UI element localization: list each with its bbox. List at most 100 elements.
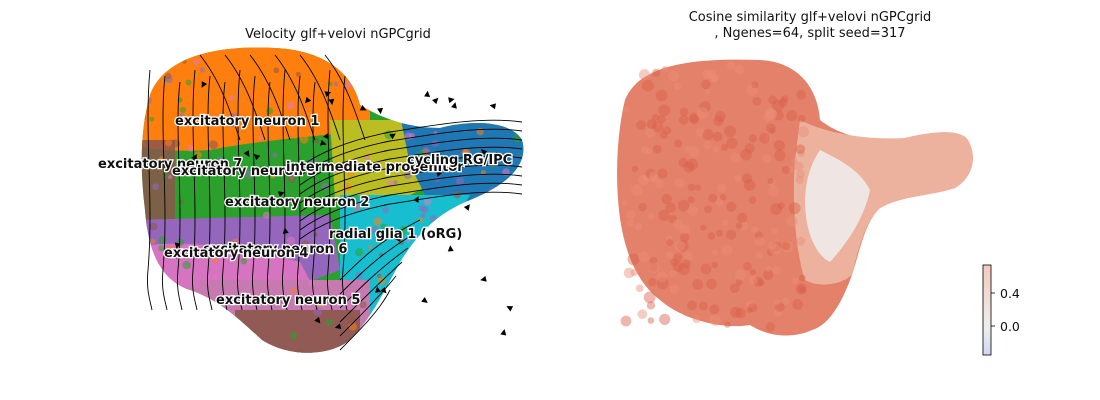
cell-dot <box>347 316 356 325</box>
cell-dot <box>179 106 187 113</box>
cell-dot <box>524 177 531 184</box>
cluster-region-cycling <box>400 115 524 205</box>
cell-dot <box>262 211 270 219</box>
cell-dot <box>727 61 736 70</box>
stream-arrow <box>201 81 208 88</box>
cell-dot <box>193 58 200 66</box>
cell-dot <box>687 300 697 311</box>
cell-dot <box>654 179 665 189</box>
stream-arrow <box>480 275 487 282</box>
cell-dot <box>352 203 361 212</box>
streamline <box>282 69 288 311</box>
cell-dot <box>786 110 798 122</box>
streamline <box>327 69 333 311</box>
cell-dot <box>752 96 762 106</box>
cell-dot <box>703 140 712 150</box>
cell-dot <box>424 73 432 81</box>
cell-dot <box>771 241 782 252</box>
cell-dot <box>699 101 711 113</box>
cell-dot <box>755 251 763 259</box>
cell-dot <box>350 194 360 204</box>
cell-dot <box>482 220 489 227</box>
cell-dot <box>769 127 776 134</box>
cell-dot <box>687 183 696 191</box>
cell-dot <box>700 263 712 275</box>
streamline <box>299 128 523 177</box>
cell-dot <box>642 79 654 92</box>
cell-dot <box>791 158 798 165</box>
cell-dot <box>428 50 435 56</box>
cell-dot <box>696 107 709 119</box>
cell-dot <box>710 73 720 82</box>
stream-arrow <box>424 90 431 97</box>
cell-dot <box>765 322 776 332</box>
cell-dot <box>768 185 780 197</box>
cell-dot <box>487 305 493 311</box>
cell-dot <box>661 193 672 205</box>
cell-dot <box>488 187 498 196</box>
streamline <box>299 173 523 222</box>
cell-dot <box>689 114 699 125</box>
cell-dot <box>371 345 377 351</box>
cell-dot <box>737 212 748 223</box>
stream-arrow <box>314 316 321 324</box>
cell-dot <box>709 314 721 326</box>
stream-arrow <box>448 97 455 104</box>
cell-dot <box>368 244 373 249</box>
streamline <box>342 75 348 311</box>
cell-dot <box>687 205 698 217</box>
cell-dot <box>652 144 662 154</box>
cell-dot <box>417 92 422 97</box>
cell-dot <box>708 193 718 203</box>
cluster-label-neuron-3: excitatory neuron 3 <box>172 164 316 179</box>
cell-dot <box>751 226 759 234</box>
cell-dot <box>662 126 672 135</box>
cell-dot <box>712 131 723 142</box>
cell-dot <box>788 202 801 215</box>
cell-dot <box>674 139 683 148</box>
cell-dot <box>735 307 746 319</box>
cell-dot <box>778 97 788 107</box>
cell-dot <box>225 348 234 353</box>
cell-dot <box>729 283 740 293</box>
cell-dot <box>378 47 387 55</box>
cell-dot <box>707 232 716 240</box>
streamline <box>274 54 316 141</box>
cell-dot <box>631 184 644 196</box>
cell-dot <box>387 179 394 187</box>
cluster-region-intermediate <box>330 120 430 210</box>
cell-dot <box>726 229 737 240</box>
cell-dot <box>400 107 405 112</box>
cell-dot <box>792 299 803 310</box>
cell-dot <box>730 152 741 163</box>
colorbar-tick-label-0: 0.4 <box>1000 286 1020 301</box>
cell-dot <box>149 222 158 231</box>
cell-dot <box>301 240 310 249</box>
cell-dot <box>361 346 368 353</box>
cell-dot <box>154 283 160 290</box>
cell-dot <box>769 243 782 255</box>
cell-dot <box>380 223 387 230</box>
cell-dot <box>724 321 731 328</box>
streamline <box>299 137 523 186</box>
cell-dot <box>363 97 373 106</box>
cell-dot <box>299 135 309 144</box>
cell-dot <box>774 149 786 162</box>
cell-dot <box>724 125 737 138</box>
cell-dot <box>781 95 789 103</box>
cell-dot <box>627 253 640 266</box>
stream-arrow <box>491 151 498 159</box>
cell-dot <box>764 134 772 143</box>
cell-dot <box>465 259 473 266</box>
cell-dot <box>798 114 806 123</box>
cell-dot <box>759 133 770 144</box>
cell-dot <box>223 309 230 316</box>
cell-dot <box>384 338 389 343</box>
cell-dot <box>781 297 790 305</box>
cell-dot <box>455 333 465 343</box>
stream-arrow <box>413 196 419 203</box>
cell-dot <box>359 301 367 309</box>
cell-dot <box>386 85 394 92</box>
cell-dot <box>145 308 154 317</box>
